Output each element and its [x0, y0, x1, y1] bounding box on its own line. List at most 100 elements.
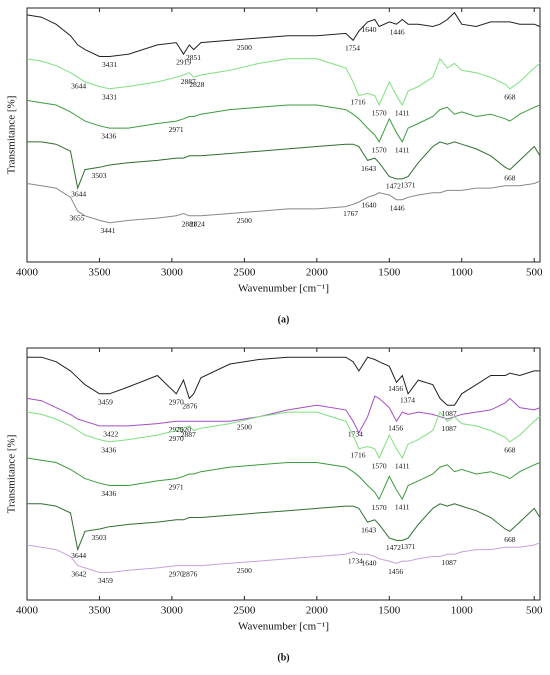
peak-label: 2500 [237, 43, 252, 52]
peak-label: 1643 [361, 164, 376, 173]
peak-label: 1411 [395, 108, 410, 117]
peak-label: 1570 [372, 146, 387, 155]
peak-label: 3422 [103, 430, 118, 439]
x-axis-label: Wavenumber [cm⁻¹] [238, 283, 329, 295]
spectrum-line [26, 411, 541, 460]
peak-label: 3436 [101, 445, 116, 454]
peak-label: 2920 [176, 425, 191, 434]
spectrum-line [26, 11, 541, 57]
peak-label: 3503 [92, 533, 107, 542]
peak-label: 3431 [102, 60, 117, 69]
peak-label: 1640 [362, 558, 377, 567]
x-tick-label: 500 [526, 605, 543, 617]
peak-label: 3459 [98, 576, 113, 585]
peak-label: 2876 [182, 402, 197, 411]
peak-label: 2851 [186, 53, 201, 62]
peak-label: 1087 [442, 409, 457, 418]
peak-label: 1411 [395, 461, 410, 470]
peak-label: 2828 [189, 80, 204, 89]
spectrum-line [26, 395, 541, 434]
peak-label: 1716 [350, 97, 365, 106]
peak-label: 668 [504, 173, 516, 182]
spectrum-line [26, 457, 541, 501]
peak-label: 1087 [442, 558, 457, 567]
x-tick-label: 4000 [16, 267, 39, 279]
x-tick-label: 1500 [378, 605, 401, 617]
peak-label: 1716 [350, 450, 365, 459]
caption: (a) [278, 314, 290, 325]
peak-label: 2500 [237, 566, 252, 575]
plot-frame [26, 7, 541, 263]
peak-label: 3503 [92, 171, 107, 180]
peak-label: 1456 [388, 567, 403, 576]
spectrum-line [26, 542, 541, 573]
peak-label: 2970 [169, 425, 184, 434]
peak-label: 2500 [237, 216, 252, 225]
x-tick-label: 2000 [306, 267, 329, 279]
peak-label: 1446 [390, 203, 405, 212]
peak-label: 2887 [181, 430, 196, 439]
x-tick-label: 2500 [233, 605, 256, 617]
peak-label: 1734 [348, 430, 363, 439]
peak-label: 3644 [71, 551, 86, 560]
peak-label: 2970 [169, 398, 184, 407]
peak-label: 3436 [101, 132, 116, 141]
x-tick-label: 500 [526, 267, 543, 279]
x-tick-label: 4000 [16, 605, 39, 617]
peak-label: 1456 [388, 423, 403, 432]
peak-label: 2500 [237, 423, 252, 432]
caption: (b) [277, 652, 289, 663]
peak-label: 3655 [69, 214, 84, 223]
plot-frame [26, 347, 541, 601]
peak-label: 1734 [348, 557, 363, 566]
peak-label: 2970 [169, 569, 184, 578]
peak-label: 2971 [169, 482, 184, 491]
peak-label: 2970 [169, 434, 184, 443]
x-tick-label: 3500 [88, 267, 111, 279]
peak-label: 1472 [386, 543, 401, 552]
peak-label: 668 [504, 446, 516, 455]
peak-label: 1570 [372, 109, 387, 118]
x-tick-label: 2000 [306, 605, 329, 617]
peak-label: 2881 [182, 219, 197, 228]
peak-label: 3459 [98, 398, 113, 407]
peak-label: 1472 [386, 182, 401, 191]
x-tick-label: 1000 [451, 267, 474, 279]
x-tick-label: 1000 [451, 605, 474, 617]
peak-label: 1767 [343, 209, 358, 218]
peak-label: 1371 [400, 542, 415, 551]
peak-label: 2919 [176, 58, 191, 67]
x-tick-label: 1500 [378, 267, 401, 279]
peak-label: 3431 [102, 93, 117, 102]
spectrum-line [26, 99, 541, 143]
peak-label: 1446 [390, 27, 405, 36]
peak-label: 1754 [345, 43, 360, 52]
peak-label: 1570 [372, 503, 387, 512]
peak-label: 1371 [400, 180, 415, 189]
peak-label: 668 [504, 535, 516, 544]
peak-label: 1570 [372, 462, 387, 471]
peak-label: 3436 [101, 489, 116, 498]
peak-label: 1411 [395, 503, 410, 512]
y-axis-label: Transmitance [%] [6, 96, 18, 175]
x-tick-label: 3000 [161, 267, 184, 279]
peak-label: 1411 [395, 145, 410, 154]
peak-label: 668 [504, 93, 516, 102]
peak-label: 3644 [71, 190, 86, 199]
peak-label: 2971 [169, 125, 184, 134]
peak-label: 2876 [182, 569, 197, 578]
peak-label: 1087 [442, 424, 457, 433]
peak-label: 1643 [361, 526, 376, 535]
spectrum-line [26, 180, 541, 224]
peak-label: 2824 [190, 220, 205, 229]
spectrum-line [27, 356, 540, 406]
x-tick-label: 2500 [233, 267, 256, 279]
peak-label: 1456 [388, 384, 403, 393]
spectrum-line [27, 503, 541, 552]
peak-label: 3644 [71, 82, 86, 91]
spectrum-line [27, 141, 541, 190]
peak-label: 1640 [362, 25, 377, 34]
peak-label: 3441 [101, 226, 116, 235]
spectrum-line [26, 57, 541, 107]
x-axis-label: Wavenumber [cm⁻¹] [238, 621, 329, 633]
